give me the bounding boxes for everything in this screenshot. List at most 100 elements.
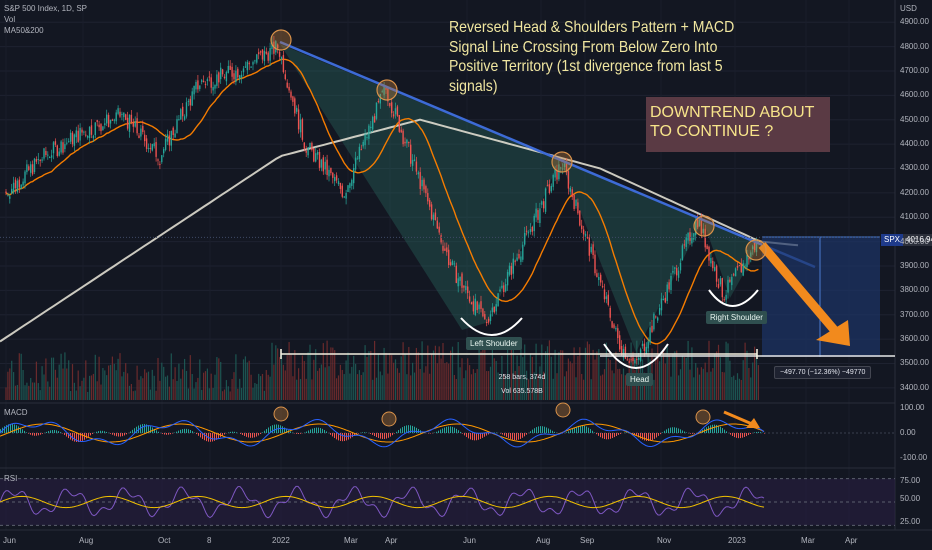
candle-body — [45, 150, 47, 156]
macd-histogram-bar — [80, 433, 81, 442]
volume-bar — [153, 375, 155, 400]
macd-histogram-bar — [372, 433, 373, 435]
macd-histogram-bar — [82, 433, 83, 441]
volume-bar — [187, 388, 189, 400]
candle-body — [174, 133, 176, 138]
macd-histogram-bar — [92, 433, 93, 434]
volume-bar — [195, 382, 197, 400]
macd-histogram-bar — [526, 433, 527, 435]
macd-histogram-bar — [168, 433, 169, 435]
price-tick-label: USD — [900, 4, 917, 13]
macd-histogram-bar — [406, 425, 407, 433]
candle-body — [446, 247, 448, 253]
time-tick-label: Nov — [657, 536, 672, 545]
macd-histogram-bar — [654, 433, 655, 439]
volume-bar — [355, 363, 357, 400]
volume-bar — [556, 373, 558, 400]
candle-body — [592, 244, 594, 256]
candle-body — [111, 119, 114, 121]
price-tick-label: 4400.00 — [900, 139, 929, 149]
candle-body — [434, 212, 437, 221]
candle-body — [468, 296, 471, 302]
volume-bar — [159, 380, 161, 400]
candle-body — [630, 359, 632, 361]
candle-body — [474, 298, 476, 315]
candle-body — [512, 258, 514, 274]
macd-histogram-bar — [722, 428, 723, 433]
volume-bar — [70, 391, 72, 400]
macd-histogram-bar — [636, 433, 637, 437]
candle-body — [463, 285, 465, 288]
macd-histogram-bar — [644, 433, 645, 441]
macd-histogram-bar — [592, 430, 593, 433]
volume-bar — [603, 369, 606, 400]
volume-bar — [318, 368, 321, 400]
macd-histogram-bar — [90, 433, 91, 436]
macd-histogram-bar — [566, 432, 567, 433]
macd-histogram-bar — [612, 433, 613, 439]
macd-histogram-bar — [182, 429, 183, 433]
volume-bar — [564, 376, 566, 400]
volume-bar — [432, 350, 435, 400]
macd-histogram-bar — [110, 433, 111, 434]
candle-body — [128, 114, 131, 132]
macd-histogram-bar — [470, 433, 471, 440]
candle-body — [529, 229, 532, 233]
macd-histogram-bar — [86, 433, 87, 439]
candle-body — [552, 174, 554, 187]
candle-body — [489, 314, 492, 321]
volume-bar — [470, 374, 473, 400]
candle-body — [429, 200, 431, 207]
volume-bar — [282, 364, 284, 400]
macd-histogram-bar — [608, 433, 609, 440]
macd-histogram-bar — [626, 432, 627, 433]
candle-body — [546, 185, 549, 187]
volume-bar — [565, 371, 568, 400]
candle-body — [510, 266, 513, 275]
candle-body — [201, 80, 203, 82]
macd-histogram-bar — [196, 433, 197, 435]
candle-body — [387, 87, 389, 102]
macd-histogram-bar — [532, 429, 533, 433]
downtrend-callout: DOWNTREND ABOUT TO CONTINUE ? — [646, 97, 830, 152]
price-tag-value: 4016.94 — [903, 234, 932, 246]
candle-body — [73, 134, 76, 146]
macd-histogram-bar — [668, 428, 669, 433]
volume-bar — [742, 360, 744, 400]
candle-body — [579, 210, 581, 226]
candle-body — [66, 142, 68, 144]
candle-body — [486, 322, 488, 324]
macd-histogram-bar — [298, 433, 299, 435]
volume-bar — [613, 373, 615, 400]
macd-histogram-bar — [112, 433, 113, 435]
volume-bar — [227, 386, 229, 400]
macd-histogram-bar — [150, 426, 151, 433]
candle-body — [503, 285, 505, 293]
candle-body — [265, 51, 267, 54]
candle-body — [326, 159, 328, 176]
macd-histogram-bar — [184, 428, 185, 433]
volume-bar — [127, 373, 129, 400]
macd-histogram-bar — [386, 433, 387, 439]
volume-bar — [413, 372, 416, 400]
macd-peak-marker — [695, 409, 711, 425]
volume-bar — [706, 372, 708, 400]
macd-histogram-bar — [388, 433, 389, 438]
projection-readout: −497.70 (−12.36%) −49770 — [774, 366, 872, 379]
candle-body — [385, 87, 387, 90]
macd-histogram-bar — [120, 433, 121, 437]
candle-body — [316, 152, 319, 155]
volume-bar — [90, 375, 93, 400]
candle-body — [677, 270, 680, 278]
candle-body — [731, 276, 733, 286]
volume-bar — [123, 371, 125, 400]
macd-histogram-bar — [450, 426, 451, 433]
volume-bar — [294, 350, 296, 400]
moving-average-label: MA50&200 — [4, 26, 44, 35]
volume-bar — [457, 341, 459, 400]
candle-body — [406, 139, 408, 144]
volume-bar — [349, 373, 351, 400]
volume-bar — [96, 381, 98, 400]
candle-body — [569, 187, 571, 192]
